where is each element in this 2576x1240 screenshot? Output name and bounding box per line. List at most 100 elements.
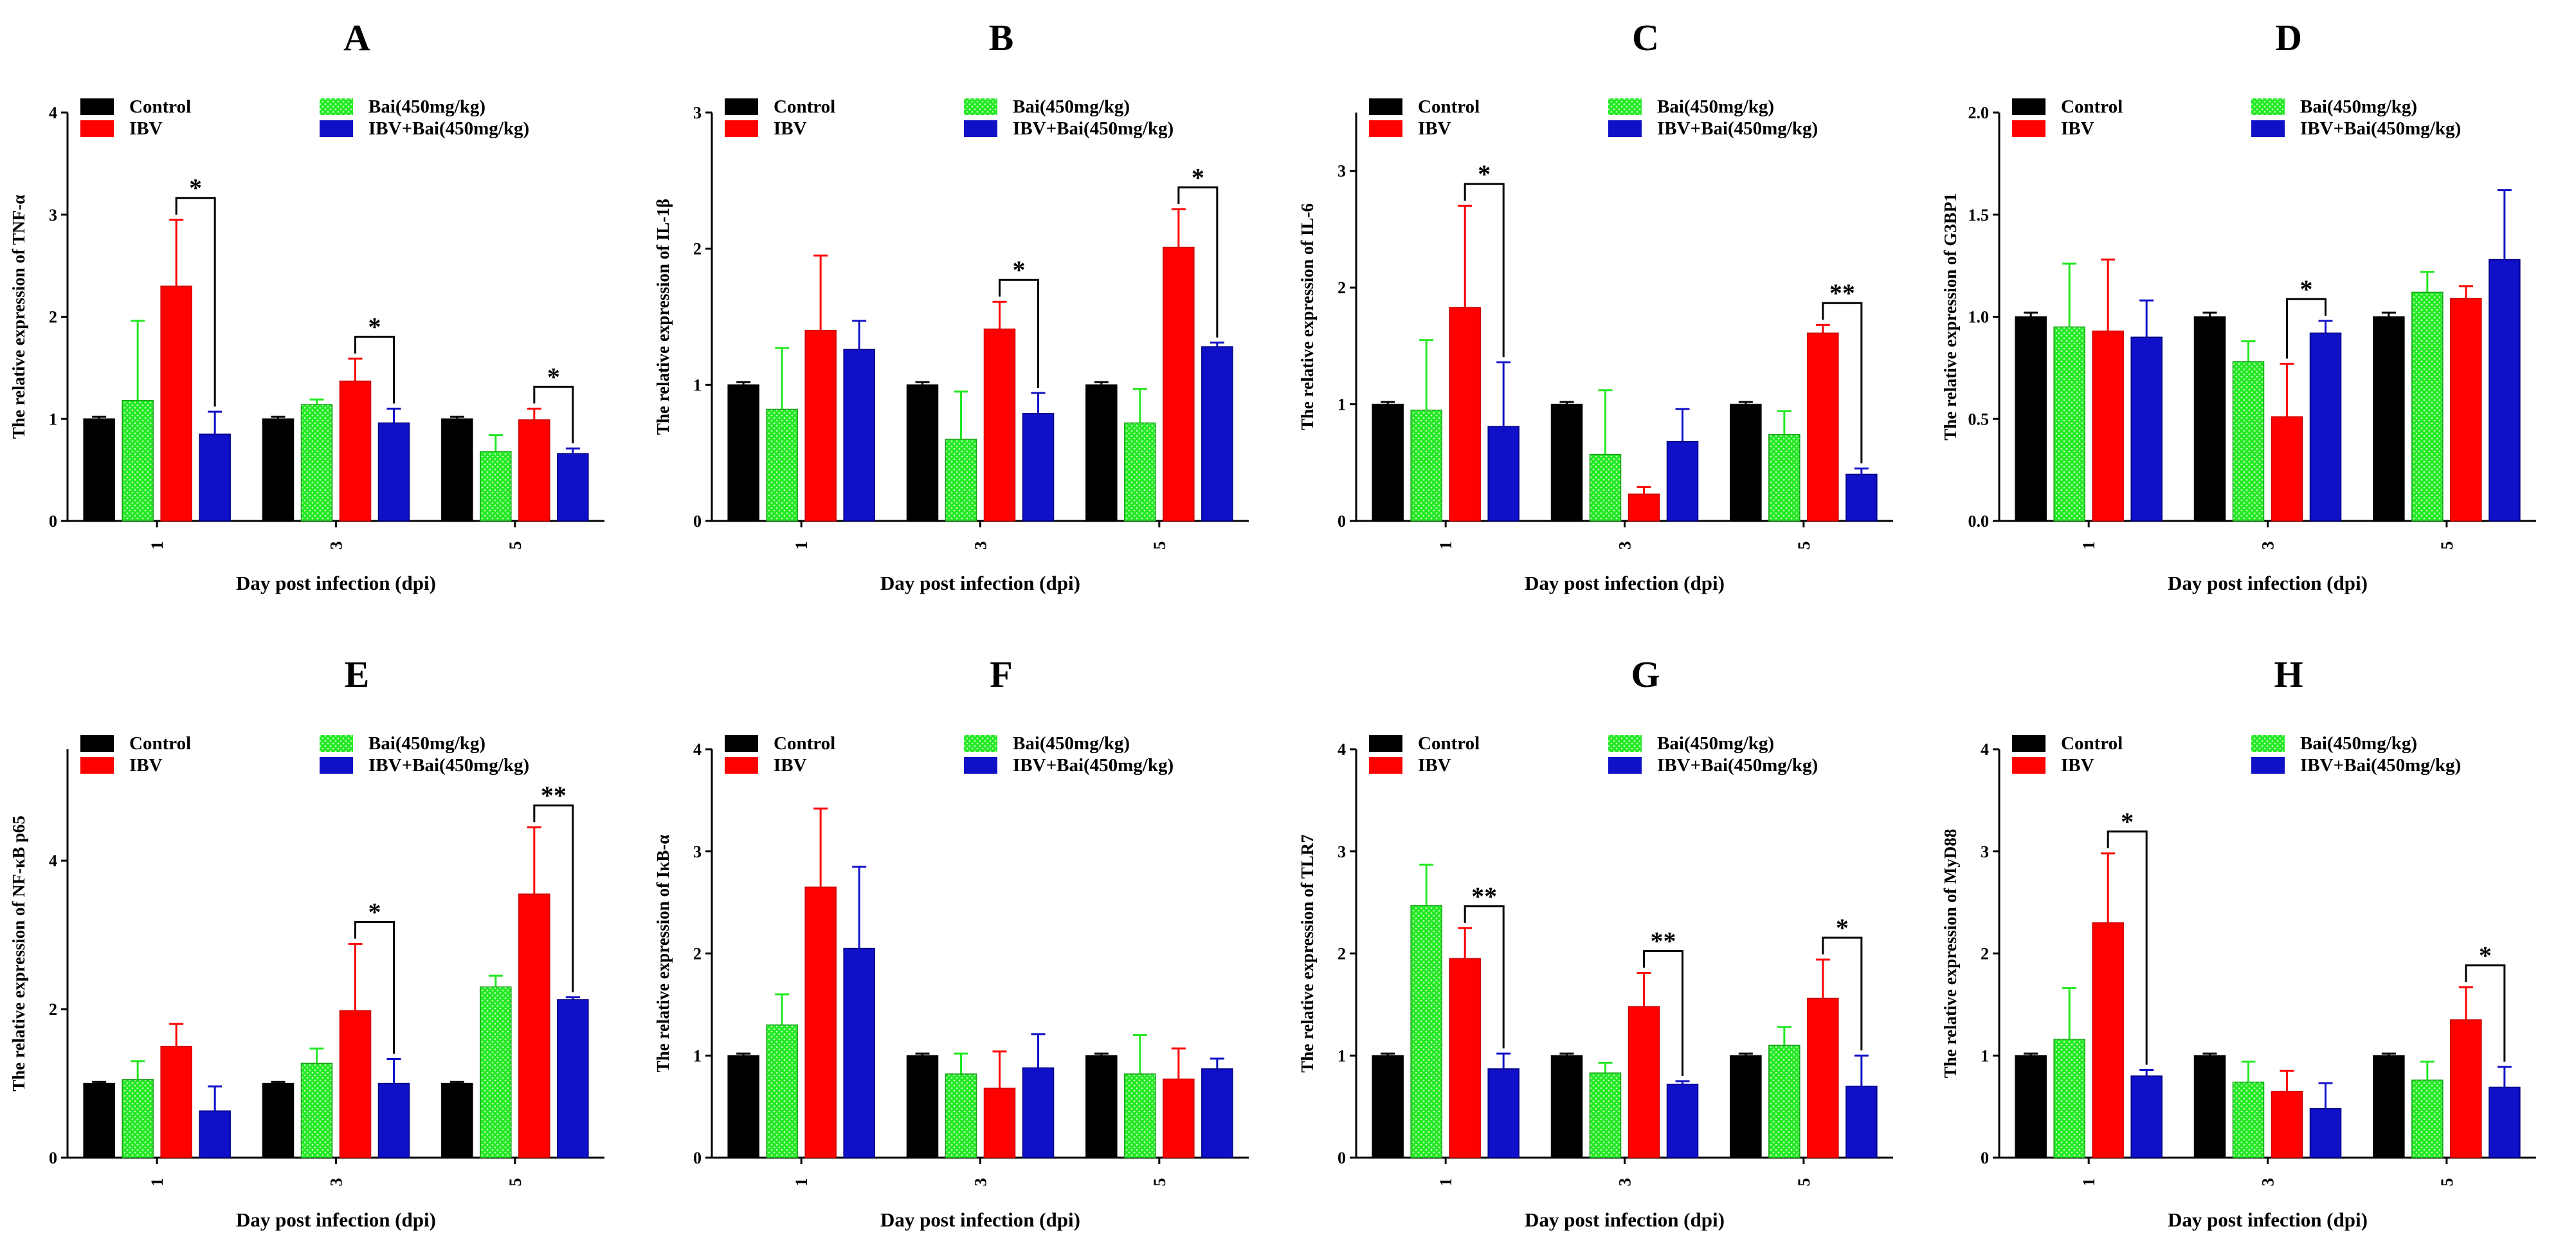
bar-ibv-bai-450mg-kg [1846,1086,1878,1158]
significance-label: * [1836,913,1849,942]
bar-bai-450mg-kg [766,1024,798,1158]
y-tick-label: 0 [49,1149,57,1167]
significance-bracket [533,804,574,992]
x-tick-label: 3 [1616,542,1635,550]
bar-ibv-bai-450mg-kg [2489,259,2521,522]
significance-bracket [1177,186,1219,338]
bar-ibv-bai-450mg-kg [377,422,410,522]
legend-label: IBV [2061,118,2094,139]
y-tick-label: 1.0 [1968,308,1990,327]
bar-ibv-bai-450mg-kg [199,1110,231,1158]
legend-label: Bai(450mg/kg) [1013,96,1130,117]
y-axis-label: The relative expression of IL-6 [1298,203,1317,430]
significance-label: ** [541,781,567,810]
legend-swatch [2012,735,2045,752]
legend-swatch [964,120,997,137]
bar-ibv [1628,1006,1660,1158]
bar-ibv [518,419,550,522]
legend-swatch [2012,757,2045,774]
x-tick-label: 1 [792,1178,811,1187]
bar-bai-450mg-kg [480,451,512,522]
legend-swatch [725,98,758,115]
legend-label: Bai(450mg/kg) [1657,733,1774,754]
bar-ibv [518,893,550,1158]
significance-bracket [533,385,574,444]
significance-bracket [2465,964,2506,1062]
bar-control [2373,316,2405,522]
bar-ibv [2450,298,2482,522]
x-tick-label: 5 [1150,542,1169,550]
x-tick-label: 3 [1616,1178,1635,1187]
significance-label: * [189,174,202,203]
bar-ibv [160,1046,192,1158]
x-axis-label: Day post infection (dpi) [1525,572,1725,594]
bar-ibv-bai-450mg-kg [1666,441,1699,522]
x-tick-label: 1 [2080,1178,2098,1187]
legend-swatch [725,757,758,774]
bar-ibv-bai-450mg-kg [843,349,875,522]
panel-b: B The relative expression of IL-1β 0 1 2 3 1 3 5… [653,17,1249,594]
y-tick-label: 2 [49,1000,57,1019]
legend-label: IBV+Bai(450mg/kg) [1657,118,1818,139]
panel-a: A The relative expression of TNF-α 0 1 2 3 4 1 3… [9,17,604,594]
bar-bai-450mg-kg [2232,1081,2265,1158]
bar-bai-450mg-kg [2411,291,2444,522]
significance-bracket [1822,936,1863,1051]
legend-swatch [1369,120,1402,137]
significance-label: * [368,313,381,342]
bar-ibv-bai-450mg-kg [2489,1086,2521,1158]
x-tick-label: 5 [1795,1178,1813,1187]
x-tick-label: 5 [506,542,525,550]
significance-label: * [1478,160,1491,188]
bar-ibv-bai-450mg-kg [557,453,589,522]
legend-label: Bai(450mg/kg) [2300,733,2417,754]
panel-title: A [343,17,370,59]
y-tick-label: 1.5 [1968,206,1990,224]
legend-swatch [320,98,353,115]
bar-control [262,418,295,522]
y-axis-label: The relative expression of G3BP1 [1941,193,1960,440]
legend-label: IBV [129,118,163,139]
panel-title: H [2274,653,2303,695]
legend-swatch [964,757,997,774]
significance-label: ** [1471,882,1497,911]
bar-control [1730,1055,1762,1158]
legend-label: IBV [2061,755,2094,776]
bar-ibv [1163,1079,1195,1158]
bar-bai-450mg-kg [300,404,333,522]
legend-swatch [1369,735,1402,752]
x-tick-label: 3 [2259,542,2278,550]
y-tick-label: 2 [693,240,702,259]
bar-ibv-bai-450mg-kg [1487,1068,1519,1158]
bar-bai-450mg-kg [1124,1073,1156,1158]
legend-swatch [1369,757,1402,774]
x-tick-label: 3 [972,1178,990,1187]
significance-label: * [2479,941,2492,970]
bar-bai-450mg-kg [1768,1044,1800,1158]
significance-bracket [2286,298,2327,359]
y-tick-label: 2.0 [1968,104,1990,122]
y-axis-label: The relative expression of TNF-α [9,195,28,439]
y-tick-label: 0 [1338,1149,1346,1167]
y-tick-label: 4 [49,104,57,122]
bar-control [906,384,939,522]
x-axis-label: Day post infection (dpi) [880,572,1080,594]
bar-bai-450mg-kg [2232,361,2265,522]
legend-label: IBV+Bai(450mg/kg) [2300,118,2461,139]
legend-label: IBV+Bai(450mg/kg) [1013,755,1174,776]
bar-ibv-bai-450mg-kg [1666,1083,1699,1158]
legend-swatch [80,120,114,137]
bar-control [2193,316,2226,522]
bar-ibv-bai-450mg-kg [1487,426,1519,522]
panel-g: G The relative expression of TLR7 0 1 2 3 4 1 3 5… [1298,653,1893,1231]
legend-label: Control [2061,96,2123,117]
legend-label: Control [774,733,835,754]
bar-control [1372,403,1404,522]
y-tick-label: 3 [1338,843,1346,861]
y-tick-label: 0.0 [1968,512,1990,531]
bar-ibv [339,1010,372,1158]
legend-swatch [2251,98,2285,115]
y-tick-label: 1 [1338,396,1346,414]
bar-ibv-bai-450mg-kg [199,433,231,522]
